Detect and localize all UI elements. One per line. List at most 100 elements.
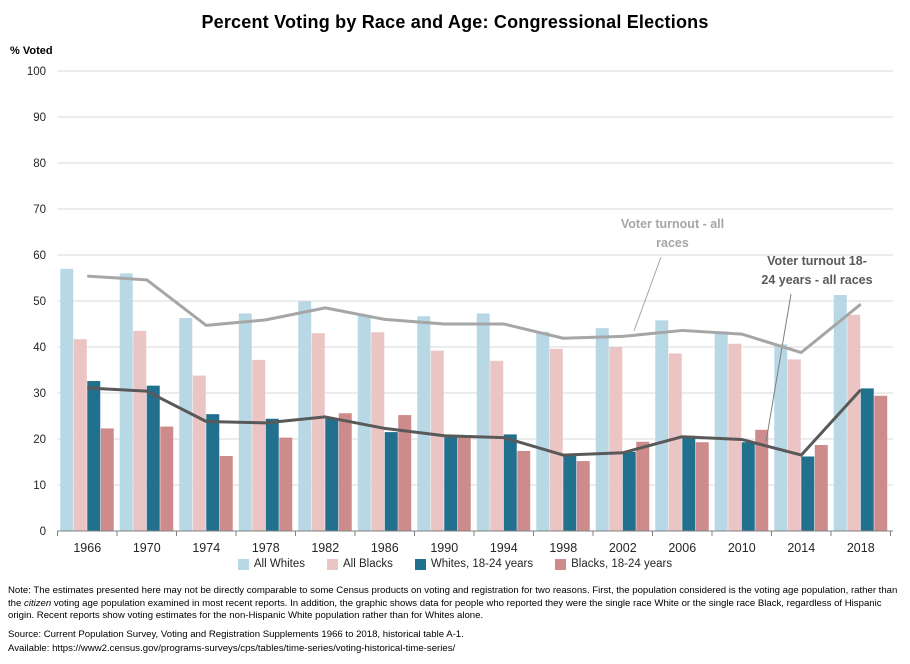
annotation-line: Voter turnout - all: [620, 217, 725, 231]
bar-whites-18-24-years-2010: [741, 442, 755, 531]
y-tick-label-0: 0: [40, 526, 46, 538]
bar-whites-18-24-years-1986: [384, 432, 398, 531]
bar-whites-18-24-years-1978: [265, 418, 279, 531]
bar-blacks-18-24-years-2006: [695, 442, 709, 531]
legend-label: All Whites: [253, 558, 305, 570]
bar-all-whites-1986: [357, 314, 371, 531]
bar-all-blacks-1994: [490, 360, 504, 531]
x-tick-label-2010: 2010: [728, 541, 756, 555]
y-tick-label-30: 30: [33, 388, 46, 400]
y-tick-label-10: 10: [33, 480, 46, 492]
bar-all-blacks-1986: [371, 332, 385, 531]
x-tick-label-1998: 1998: [549, 541, 577, 555]
bar-whites-18-24-years-1998: [563, 453, 577, 531]
legend-swatch: [414, 558, 426, 570]
annotation-turnout-all-races: Voter turnout - all races: [595, 215, 750, 254]
y-tick-label-40: 40: [33, 342, 46, 354]
bar-all-blacks-1970: [133, 330, 147, 531]
y-tick-label-100: 100: [27, 66, 46, 78]
line-voter-turnout-18-24-years-all-races: [87, 386, 862, 457]
bar-blacks-18-24-years-1978: [279, 437, 293, 531]
x-tick-label-1974: 1974: [192, 541, 220, 555]
x-tick-label-1986: 1986: [371, 541, 399, 555]
x-tick-label-1990: 1990: [430, 541, 458, 555]
bar-all-whites-2006: [655, 320, 669, 531]
annotation-line: 24 years - all races: [761, 273, 873, 288]
y-axis-title: % Voted: [10, 45, 53, 57]
bar-all-whites-2010: [714, 331, 728, 531]
legend-swatch: [327, 558, 338, 570]
bar-whites-18-24-years-1970: [146, 385, 160, 531]
leader-line-turnout-18-24: [765, 293, 792, 443]
bar-all-blacks-1998: [549, 348, 563, 531]
legend-swatch: [555, 558, 567, 570]
legend-label: All Blacks: [343, 558, 393, 570]
bar-blacks-18-24-years-1998: [576, 461, 590, 531]
chart-title: Percent Voting by Race and Age: Congress…: [201, 12, 709, 32]
note-before: Note: The estimates presented here may n…: [8, 585, 898, 609]
bar-blacks-18-24-years-2018: [874, 395, 888, 531]
annotation-line: Voter turnout 18-: [767, 254, 867, 268]
legend-swatch: [237, 558, 249, 570]
note-after: voting age population examined in most r…: [8, 597, 882, 622]
note-italic-word: citizen: [24, 597, 52, 609]
bar-all-blacks-2014: [787, 359, 801, 531]
x-tick-label-1970: 1970: [133, 541, 161, 555]
legend-item-all-whites: All Whites: [237, 558, 305, 570]
bar-all-blacks-2018: [847, 314, 861, 531]
bar-whites-18-24-years-1966: [87, 381, 101, 531]
bar-all-blacks-2002: [609, 347, 623, 531]
bar-blacks-18-24-years-1966: [100, 428, 114, 531]
bar-all-whites-1990: [417, 316, 431, 531]
bar-blacks-18-24-years-1982: [338, 413, 352, 531]
x-tick-label-2018: 2018: [847, 541, 875, 555]
bar-blacks-18-24-years-1990: [457, 436, 471, 531]
x-tick-label-1978: 1978: [252, 541, 280, 555]
x-tick-label-2006: 2006: [668, 541, 696, 555]
y-tick-label-70: 70: [33, 204, 46, 216]
x-tick-label-2002: 2002: [609, 541, 637, 555]
y-tick-label-80: 80: [33, 158, 46, 170]
bar-whites-18-24-years-1990: [444, 437, 458, 531]
x-tick-label-2014: 2014: [787, 541, 815, 555]
bar-all-blacks-2010: [728, 343, 742, 531]
bar-blacks-18-24-years-2014: [814, 444, 828, 531]
available-url-text: Available: https://www2.census.gov/progr…: [8, 643, 456, 654]
bar-all-whites-2014: [774, 344, 788, 531]
bar-all-whites-1970: [119, 273, 133, 531]
bar-whites-18-24-years-1974: [206, 414, 220, 531]
bar-all-blacks-1978: [252, 359, 266, 531]
bar-all-blacks-1966: [73, 339, 87, 531]
legend-item-whites-18-24-years: Whites, 18-24 years: [414, 558, 534, 570]
legend-label: Blacks, 18-24 years: [571, 558, 673, 570]
bar-all-whites-1994: [476, 313, 490, 531]
bar-all-whites-1966: [60, 268, 74, 531]
bar-all-whites-1974: [179, 318, 193, 531]
legend-item-all-blacks: All Blacks: [327, 558, 393, 570]
x-tick-label-1966: 1966: [73, 541, 101, 555]
bar-all-blacks-1982: [311, 333, 325, 531]
bar-blacks-18-24-years-1986: [398, 415, 412, 531]
y-tick-label-20: 20: [33, 434, 46, 446]
bar-blacks-18-24-years-2010: [755, 429, 769, 531]
y-tick-label-50: 50: [33, 296, 46, 308]
bar-whites-18-24-years-2014: [801, 456, 815, 531]
bar-blacks-18-24-years-1994: [517, 450, 531, 531]
bar-all-blacks-1974: [192, 375, 206, 531]
bar-whites-18-24-years-1994: [503, 434, 517, 531]
note-text: Note: The estimates presented here may n…: [8, 585, 904, 623]
bar-all-whites-1982: [298, 301, 312, 531]
annotation-turnout-18-24: Voter turnout 18- 24 years - all races: [737, 252, 897, 291]
chart-legend: All Whites All Blacks Whites, 18-24 years B…: [0, 558, 910, 570]
legend-label: Whites, 18-24 years: [430, 558, 534, 570]
x-tick-label-1994: 1994: [490, 541, 518, 555]
leader-line-turnout-all-races: [633, 256, 662, 332]
legend-item-blacks-18-24-years: Blacks, 18-24 years: [555, 558, 672, 570]
source-text: Source: Current Population Survey, Votin…: [8, 629, 464, 640]
bar-blacks-18-24-years-1974: [219, 456, 233, 531]
y-tick-label-90: 90: [33, 112, 46, 124]
bar-whites-18-24-years-2006: [682, 435, 696, 531]
bar-blacks-18-24-years-1970: [160, 426, 174, 531]
